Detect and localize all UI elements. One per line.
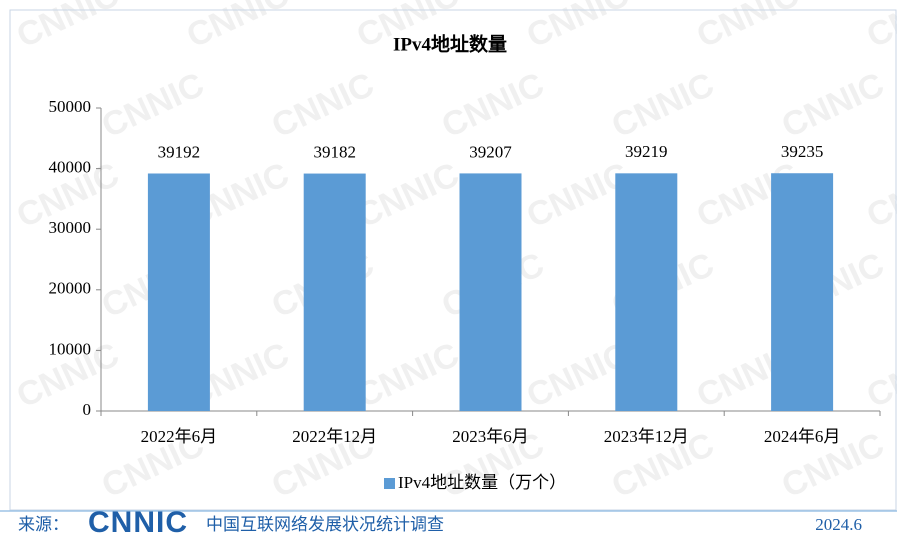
y-tick-label: 20000 xyxy=(49,279,92,298)
watermark: CNNIC xyxy=(96,65,210,145)
x-tick-label: 2022年12月 xyxy=(292,427,377,446)
y-tick-label: 30000 xyxy=(49,218,92,237)
y-tick-label: 10000 xyxy=(49,339,92,358)
source-date: 2024.6 xyxy=(815,515,862,534)
x-tick-label: 2023年6月 xyxy=(452,427,529,446)
legend-swatch xyxy=(384,478,395,489)
source-org: 中国互联网络发展状况统计调查 xyxy=(206,515,444,534)
data-label: 39219 xyxy=(625,142,668,161)
watermark: CNNIC xyxy=(691,0,805,55)
chart-frame xyxy=(9,9,897,511)
watermark: CNNIC xyxy=(861,335,897,415)
bar xyxy=(147,173,210,411)
watermark: CNNIC xyxy=(521,0,635,55)
bar xyxy=(771,173,834,411)
data-label: 39207 xyxy=(469,142,512,161)
y-tick-label: 40000 xyxy=(49,158,92,177)
data-label: 39192 xyxy=(158,142,201,161)
y-tick-label: 0 xyxy=(83,400,92,419)
chart-title: IPv4地址数量 xyxy=(393,32,507,55)
legend-label: IPv4地址数量（万个） xyxy=(398,473,566,492)
watermark: CNNIC xyxy=(266,65,380,145)
watermark: CNNIC xyxy=(351,335,465,415)
watermark: CNNIC xyxy=(181,0,295,55)
x-tick-label: 2024年6月 xyxy=(764,427,841,446)
y-tick-label: 50000 xyxy=(49,97,92,116)
data-label: 39235 xyxy=(781,142,824,161)
watermark: CNNIC xyxy=(776,65,890,145)
x-tick-label: 2023年12月 xyxy=(604,427,689,446)
watermark: CNNIC xyxy=(861,0,897,55)
watermark: CNNIC xyxy=(436,65,550,145)
bar xyxy=(615,173,678,411)
bar xyxy=(459,173,522,411)
source-label: 来源： xyxy=(18,515,69,534)
logo: CNNIC xyxy=(88,506,188,538)
data-label: 39182 xyxy=(313,142,356,161)
watermark: CNNIC xyxy=(606,65,720,145)
watermark: CNNIC xyxy=(861,155,897,235)
x-tick-label: 2022年6月 xyxy=(141,427,218,446)
watermark: CNNIC xyxy=(11,0,125,55)
bar xyxy=(303,173,366,411)
watermark: CNNIC xyxy=(351,155,465,235)
